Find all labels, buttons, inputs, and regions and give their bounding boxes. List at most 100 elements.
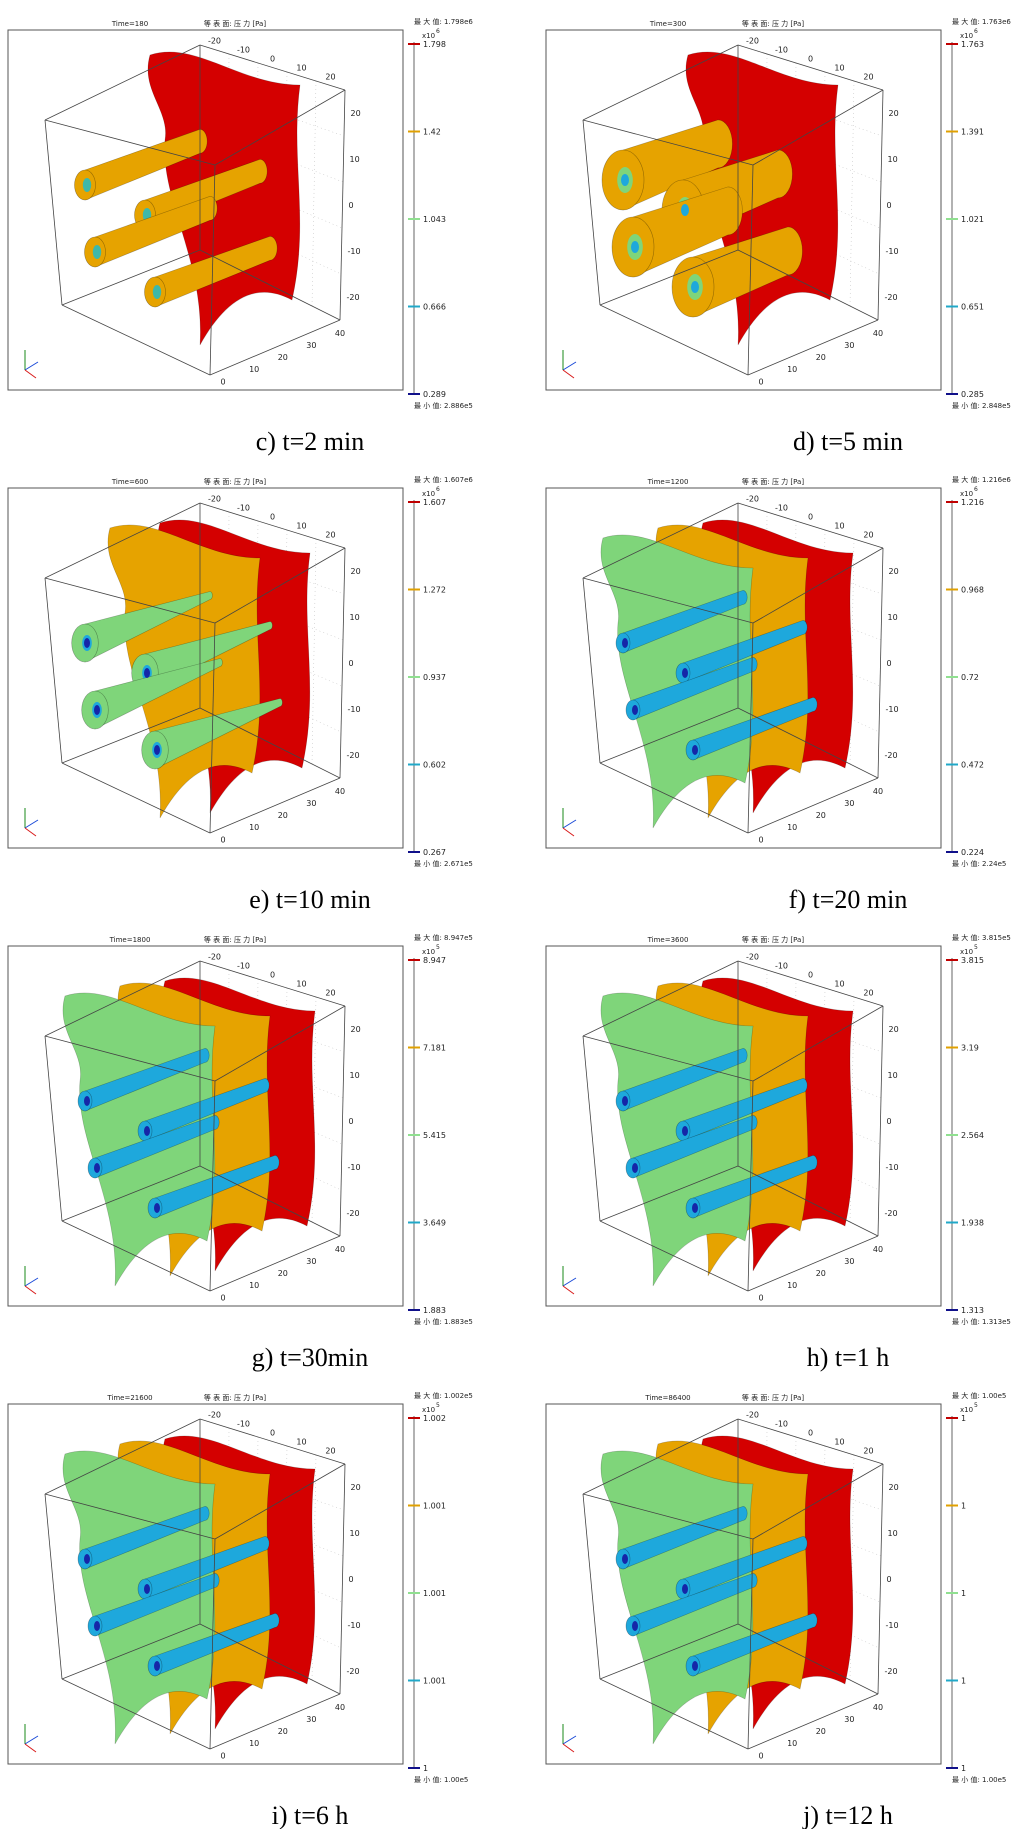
- axis-triad: [24, 361, 39, 371]
- box-edge: [582, 960, 739, 1037]
- box-edge: [599, 1678, 749, 1750]
- box-edge: [209, 777, 341, 834]
- isosurface-tube: [632, 186, 743, 278]
- axis-tick-label: -10: [348, 705, 361, 714]
- panel: Time=600 等 表 面: 压 力 [Pa] -20 -10 0 10 20 20 10 0 -…: [7, 475, 473, 914]
- box-edge: [582, 1035, 754, 1082]
- tube-core: [144, 668, 150, 678]
- axis-tick-label: -20: [347, 1209, 360, 1218]
- time-label: Time=300: [649, 20, 686, 28]
- tube-core: [622, 1554, 628, 1564]
- axis-triad: [24, 1743, 37, 1753]
- axis-tick-label: -20: [208, 1411, 221, 1420]
- axis-tick-label: 40: [335, 1245, 345, 1254]
- tube-core: [681, 204, 689, 216]
- box-edge: [44, 960, 201, 1037]
- box-edge: [599, 1623, 739, 1680]
- caption: f) t=20 min: [789, 885, 908, 914]
- box-edge: [339, 1005, 346, 1237]
- axis-tick-label: 10: [888, 1071, 898, 1080]
- axis-tick-label: -20: [746, 495, 759, 504]
- box-edge: [582, 577, 754, 624]
- box-edge: [199, 1623, 341, 1695]
- axis-triad: [24, 1735, 39, 1745]
- axis-triad: [562, 1285, 575, 1295]
- colorbar-exponent: 5: [436, 1402, 440, 1409]
- box-edge: [339, 1463, 346, 1695]
- axis-tick-label: 10: [249, 1281, 259, 1290]
- box-edge: [747, 1235, 879, 1292]
- tube-core: [84, 1096, 90, 1106]
- tube-core: [94, 1621, 100, 1631]
- axis-tick-label: 10: [350, 155, 360, 164]
- box-edge: [209, 1080, 216, 1292]
- box-edge: [747, 1538, 754, 1750]
- tube-core: [154, 1203, 160, 1213]
- box-edge: [582, 1493, 754, 1540]
- caption: c) t=2 min: [256, 427, 365, 456]
- axis-tick-label: -20: [746, 953, 759, 962]
- box-edge: [61, 1623, 201, 1680]
- box-edge: [582, 119, 754, 166]
- isosurface-tube: [682, 1536, 808, 1600]
- box-edge: [199, 1165, 341, 1237]
- axis-tick-label: 10: [350, 613, 360, 622]
- axis-tick-label: 10: [296, 980, 306, 989]
- colorbar-exponent: 6: [974, 486, 978, 493]
- isosurface-tube: [84, 1048, 210, 1112]
- axis-tick-label: 20: [863, 531, 873, 540]
- colorbar-tick-label: 0.937: [423, 673, 446, 682]
- box-edge: [44, 1493, 63, 1680]
- axis-tick-label: 10: [834, 1438, 844, 1447]
- axis-triad: [24, 1277, 39, 1287]
- grid-line: [737, 1541, 881, 1603]
- tube-core: [84, 638, 90, 648]
- time-label: Time=3600: [647, 936, 689, 944]
- axis-tick-label: 40: [873, 1245, 883, 1254]
- tube-core: [84, 1554, 90, 1564]
- tube-core: [144, 1584, 150, 1594]
- min-label: 最 小 值: 2.848e5: [952, 401, 1011, 410]
- colorbar-tick-label: 2.564: [961, 1131, 984, 1140]
- axis-tick-label: 10: [834, 522, 844, 531]
- box-edge: [599, 762, 749, 834]
- colorbar-exponent-base: x10: [422, 1406, 435, 1414]
- axis-tick-label: -20: [746, 37, 759, 46]
- axis-tick-label: 0: [270, 55, 275, 64]
- colorbar-exponent-base: x10: [960, 948, 973, 956]
- grid-line: [849, 538, 855, 765]
- axis-tick-label: 0: [221, 377, 226, 386]
- axis-tick-label: 0: [270, 513, 275, 522]
- isosurface-tube: [94, 1115, 220, 1179]
- axis-tick-label: 0: [887, 1575, 892, 1584]
- max-label: 最 大 值: 1.00e5: [952, 1391, 1006, 1400]
- axis-tick-label: 10: [834, 980, 844, 989]
- box-edge: [209, 1235, 341, 1292]
- axis-tick-label: 30: [306, 1257, 316, 1266]
- axis-tick-label: 10: [888, 1529, 898, 1538]
- box-edge: [737, 502, 884, 549]
- box-edge: [747, 622, 754, 834]
- axis-triad: [562, 1277, 577, 1287]
- box-edge: [44, 577, 216, 624]
- isosurface-tube: [692, 1613, 818, 1677]
- min-label: 最 小 值: 2.886e5: [414, 401, 473, 410]
- axis-tick-label: 0: [759, 377, 764, 386]
- quantity-label: 等 表 面: 压 力 [Pa]: [742, 477, 804, 486]
- box-edge: [747, 164, 754, 376]
- box-edge: [877, 89, 884, 321]
- axis-tick-label: -20: [208, 953, 221, 962]
- axis-tick-label: 0: [349, 1117, 354, 1126]
- axis-tick-label: 20: [816, 353, 826, 362]
- axis-tick-label: 0: [759, 835, 764, 844]
- axis-triad: [562, 361, 577, 371]
- grid-line: [311, 80, 317, 307]
- axis-tick-label: 0: [808, 971, 813, 980]
- quantity-label: 等 表 面: 压 力 [Pa]: [204, 1393, 266, 1402]
- axis-tick-label: 0: [759, 1751, 764, 1760]
- isosurface-tube: [622, 1048, 748, 1112]
- axis-triad: [562, 819, 577, 829]
- box-edge: [214, 89, 346, 166]
- colorbar-tick-label: 0.651: [961, 303, 984, 312]
